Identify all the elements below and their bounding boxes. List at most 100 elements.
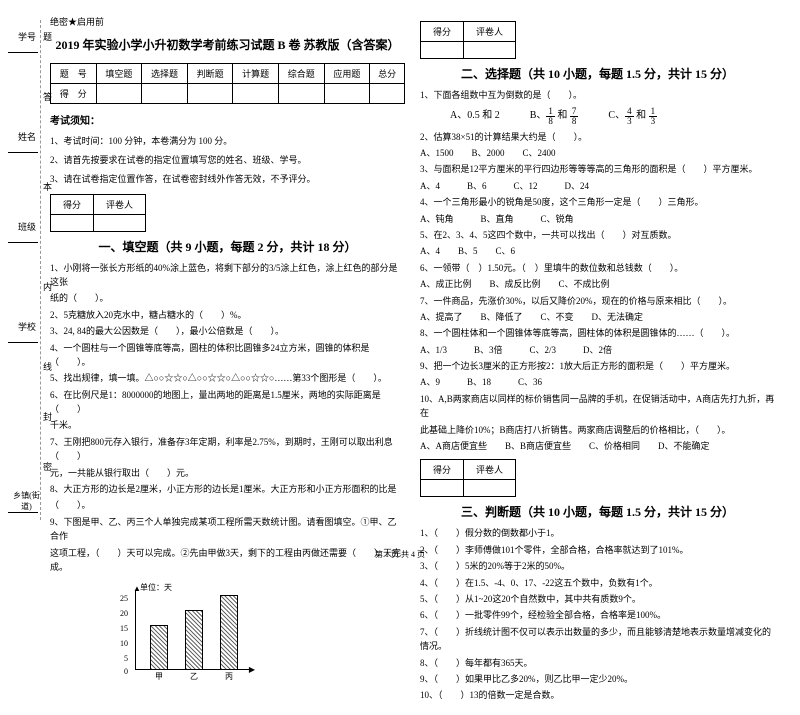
td [464,42,516,59]
options: A、4 B、5 C、6 [420,244,775,258]
question: 9、把一个边长3厘米的正方形按2：1放大后正方形的面积是（ ）平方厘米。 [420,359,775,373]
question: 2、估算38×51的计算结果大约是（ ）。 [420,130,775,144]
ytick: 20 [120,609,128,618]
td [278,84,324,104]
section1-title: 一、填空题（共 9 小题，每题 2 分，共计 18 分） [50,238,405,255]
table-row: 题 号 填空题 选择题 判断题 计算题 综合题 应用题 总分 [51,64,405,84]
question: 3、24, 84的最大公因数是（ ），最小公倍数是（ ）。 [50,324,405,338]
td [94,214,146,231]
sidebar: 学号 姓名 班级 学校 乡镇(街道) 本 内 线 封 密 题 答 [8,10,43,530]
bar [150,625,168,670]
marker: 密 [43,460,52,473]
opt-a: A、0.5 和 2 [450,106,500,125]
bar [185,610,203,670]
section2-title: 二、选择题（共 10 小题，每题 1.5 分，共计 15 分） [420,65,775,82]
question: 1、小刚将一张长方形纸的40%涂上蓝色，将剩下部分的3/5涂上红色，涂上红色的部… [50,261,405,290]
question: 7、一件商品，先涨价30%，以后又降价20%，现在的价格与原来相比（ ）。 [420,294,775,308]
marker-table: 得分评卷人 [50,194,146,232]
td [96,84,142,104]
question: 7、（ ）折线统计图不仅可以表示出数量的多少，而且能够清楚地表示数量增减变化的情… [420,625,775,654]
hint: 答 [43,90,52,103]
question: 纸的（ ）。 [50,291,405,305]
blank [8,52,38,53]
question: 4、（ ）在1.5、-4、0、17、-22这五个数中，负数有1个。 [420,576,775,590]
th: 判断题 [187,64,233,84]
blank [8,242,38,243]
options: A、1/3 B、3倍 C、2/3 D、2倍 [420,343,775,357]
th: 计算题 [233,64,279,84]
options: A、1500 B、2000 C、2400 [420,146,775,160]
td [421,480,464,497]
right-column: 得分评卷人 二、选择题（共 10 小题，每题 1.5 分，共计 15 分） 1、… [420,15,775,705]
label-school: 学校 [18,320,36,333]
hint: 题 [43,30,52,43]
table-row: 得 分 [51,84,405,104]
td: 评卷人 [94,194,146,214]
page-content: 绝密★启用前 2019 年实验小学小升初数学考前练习试题 B 卷 苏教版（含答案… [0,0,800,715]
question: 3、（ ）5米的20%等于2米的50%。 [420,559,775,573]
question: 4、一个圆柱与一个圆锥等底等高，圆柱的体积比圆锥多24立方米，圆锥的体积是（ ）… [50,341,405,370]
blank [8,512,38,513]
td [464,480,516,497]
secret-label: 绝密★启用前 [50,15,405,28]
ytick: 25 [120,594,128,603]
blank [8,342,38,343]
label-name: 姓名 [18,130,36,143]
y-axis [135,590,136,670]
question: 7、王刚把800元存入银行，准备存3年定期，利率是2.75%，到期时，王刚可以取… [50,435,405,464]
question: 2、5克糖放入20克水中，糖占糖水的（ ）%。 [50,308,405,322]
question: 6、（ ）一批零件99个，经检验全部合格，合格率是100%。 [420,608,775,622]
th: 填空题 [96,64,142,84]
td: 得分 [51,194,94,214]
ytick: 5 [124,654,128,663]
xlabel: 丙 [225,671,233,682]
question: 此基础上降价10%；B商店打八折销售。两家商店调整后的价格相比，（ ）。 [420,423,775,437]
marker: 内 [43,280,52,293]
label-studentid: 学号 [18,30,36,43]
td: 评卷人 [464,22,516,42]
marker: 封 [43,410,52,423]
td [233,84,279,104]
th: 选择题 [142,64,188,84]
xlabel: 甲 [155,671,163,682]
page-footer: 第 1 页 共 4 页 [0,549,800,560]
bar-chart: 单位：天 ▲ ▶ 25 20 15 10 5 0 甲 乙 丙 [110,582,260,682]
opt-b: B、18 和 78 [530,106,579,125]
options: A、成正比例 B、成反比例 C、不成比例 [420,277,775,291]
th: 综合题 [278,64,324,84]
notice-item: 2、请首先按要求在试卷的指定位置填写您的姓名、班级、学号。 [50,152,405,168]
options: A、提高了 B、降低了 C、不变 D、无法确定 [420,310,775,324]
question: （ ）。 [50,498,405,512]
opt-c: C、43 和 13 [608,106,657,125]
question: 6、在比例尺是1：8000000的地图上，量出两地的距离是1.5厘米，两地的实际… [50,388,405,417]
options: A、4 B、6 C、12 D、24 [420,179,775,193]
options: A、9 B、18 C、36 [420,375,775,389]
chart-ylabel: 单位：天 [140,582,172,593]
question: 4、一个三角形最小的锐角是50度，这个三角形一定是（ ）三角形。 [420,195,775,209]
ytick: 0 [124,667,128,676]
td: 评卷人 [464,460,516,480]
question: 5、找出规律，填一填。△○○☆☆○△○○☆☆○△○○☆☆○……第33个图形是（ … [50,371,405,385]
score-table: 题 号 填空题 选择题 判断题 计算题 综合题 应用题 总分 得 分 [50,63,405,104]
options: A、0.5 和 2 B、18 和 78 C、43 和 13 [450,106,775,125]
blank [8,152,38,153]
left-column: 绝密★启用前 2019 年实验小学小升初数学考前练习试题 B 卷 苏教版（含答案… [50,15,405,705]
th: 应用题 [324,64,370,84]
question: 10、（ ）13的倍数一定是合数。 [420,688,775,702]
question: 8、一个圆柱体和一个圆锥体等底等高，圆柱体的体积是圆锥体的……（ ）。 [420,326,775,340]
question: 1、（ ）假分数的倒数都小于1。 [420,526,775,540]
question: 1、下面各组数中互为倒数的是（ ）。 [420,88,775,102]
notice-item: 3、请在试卷指定位置作答，在试卷密封线外作答无效，不予评分。 [50,171,405,187]
marker-table: 得分评卷人 [420,21,516,59]
section3-title: 三、判断题（共 10 小题，每题 1.5 分，共计 15 分） [420,503,775,520]
ytick: 10 [120,639,128,648]
marker: 线 [43,360,52,373]
xlabel: 乙 [190,671,198,682]
td: 得分 [421,460,464,480]
exam-title: 2019 年实验小学小升初数学考前练习试题 B 卷 苏教版（含答案） [50,36,405,53]
question: 9、（ ）如果甲比乙多20%，则乙比甲一定少20%。 [420,672,775,686]
marker: 本 [43,180,52,193]
question: 元，一共能从银行取出（ ）元。 [50,466,405,480]
td [421,42,464,59]
label-class: 班级 [18,220,36,233]
